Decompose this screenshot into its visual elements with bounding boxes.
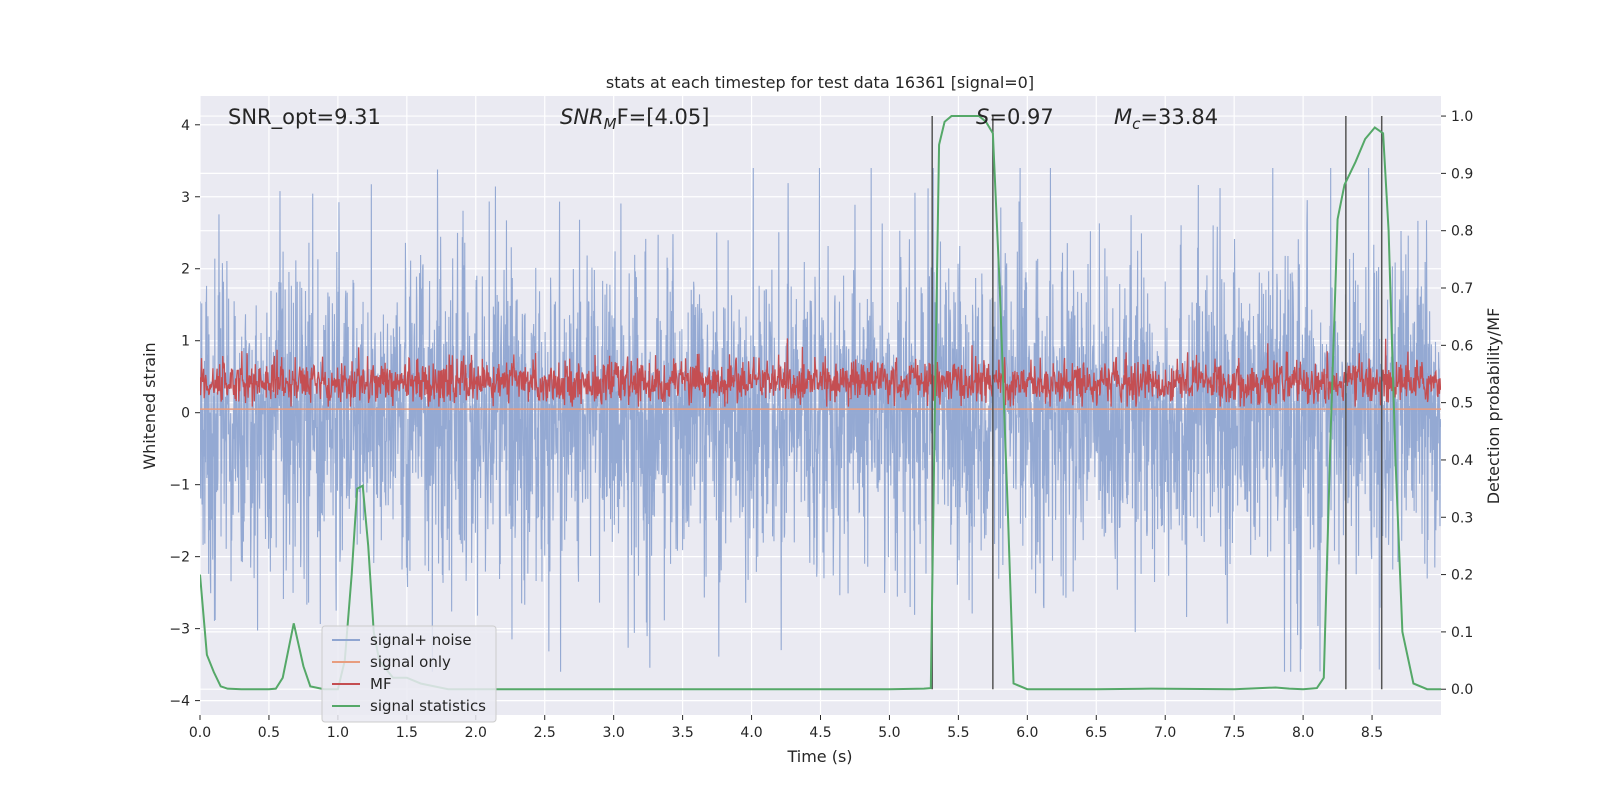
- x-tick-label: 3.5: [671, 725, 693, 741]
- y-right-tick-label: 0.2: [1451, 568, 1473, 584]
- x-tick-label: 6.5: [1085, 725, 1107, 741]
- annotation-snr-mf-rest: F=[4.05]: [617, 105, 710, 129]
- y-right-tick-label: 0.9: [1451, 166, 1473, 182]
- series-signal-noise: [200, 167, 1441, 672]
- annotation-mc-sub: c: [1132, 115, 1141, 133]
- annotation-s-rest: =0.97: [989, 105, 1053, 129]
- annotation-s: S=0.97: [976, 105, 1054, 129]
- annotation-snr-mf: SNRMF=[4.05]: [560, 105, 709, 133]
- annotation-snr-opt: SNR_opt=9.31: [228, 105, 381, 130]
- y-right-tick-label: 0.1: [1451, 625, 1473, 641]
- annotation-mc: Mc=33.84: [1114, 105, 1218, 133]
- x-tick-label: 2.0: [465, 725, 487, 741]
- y-tick-label: −2: [169, 550, 190, 566]
- legend-box: [321, 625, 497, 723]
- x-tick-label: 3.0: [603, 725, 625, 741]
- y-right-tick-label: 0.3: [1451, 510, 1473, 526]
- y-axis-label-left: Whitened strain: [140, 342, 159, 469]
- y-tick-label: 0: [181, 406, 190, 422]
- series-signal-statistics: [200, 115, 1441, 691]
- legend-label-signal-noise: signal+ noise: [370, 631, 472, 649]
- y-axis-ticks-right: 0.0 0.1 0.2 0.3 0.4 0.5 0.6 0.7 0.8 0.9 1.0: [1441, 109, 1473, 698]
- chart-title: stats at each timestep for test data 163…: [606, 73, 1034, 92]
- x-tick-label: 0.0: [189, 725, 211, 741]
- y-axis-ticks-left: −4 −3 −2 −1 0 1 2 3 4: [169, 118, 200, 710]
- series-layer: [200, 115, 1441, 691]
- x-axis-label: Time (s): [786, 747, 852, 766]
- y-tick-label: −3: [169, 622, 190, 638]
- x-tick-label: 0.5: [258, 725, 280, 741]
- y-right-tick-label: 0.0: [1451, 682, 1473, 698]
- annotation-mc-main: M: [1114, 105, 1132, 129]
- x-tick-label: 1.0: [327, 725, 349, 741]
- y-right-tick-label: 0.6: [1451, 338, 1473, 354]
- x-tick-label: 1.5: [396, 725, 418, 741]
- x-tick-label: 5.0: [878, 725, 900, 741]
- x-tick-label: 4.0: [740, 725, 762, 741]
- x-tick-label: 5.5: [947, 725, 969, 741]
- annotation-snr-mf-main: SNR: [560, 105, 604, 129]
- y-tick-label: 1: [181, 334, 190, 350]
- y-right-tick-label: 0.5: [1451, 396, 1473, 412]
- annotation-snr-mf-sub: M: [604, 115, 617, 133]
- legend: signal+ noise signal only MF signal stat…: [321, 625, 497, 723]
- y-tick-label: 2: [181, 262, 190, 278]
- x-tick-label: 2.5: [534, 725, 556, 741]
- legend-label-signal-statistics: signal statistics: [370, 697, 486, 715]
- y-tick-label: −1: [169, 478, 190, 494]
- x-axis-ticks: 0.0 0.5 1.0 1.5 2.0 2.5 3.0 3.5 4.0 4.5 5.0 5.5 6.0 6…: [189, 715, 1383, 741]
- annotation-mc-rest: =33.84: [1140, 105, 1218, 129]
- x-tick-label: 6.0: [1016, 725, 1038, 741]
- y-right-tick-label: 0.8: [1451, 224, 1473, 240]
- y-right-tick-label: 0.7: [1451, 281, 1473, 297]
- legend-label-signal-only: signal only: [370, 653, 451, 671]
- x-tick-label: 7.5: [1223, 725, 1245, 741]
- x-tick-label: 4.5: [809, 725, 831, 741]
- x-tick-label: 8.0: [1292, 725, 1314, 741]
- x-tick-label: 8.5: [1361, 725, 1383, 741]
- series-mf: [200, 338, 1441, 407]
- x-tick-label: 7.0: [1154, 725, 1176, 741]
- y-tick-label: 4: [181, 118, 190, 134]
- y-axis-label-right: Detection probability/MF: [1484, 308, 1503, 505]
- y-tick-label: 3: [181, 190, 190, 206]
- annotation-s-main: S: [976, 105, 989, 129]
- y-tick-label: −4: [169, 694, 190, 710]
- y-right-tick-label: 1.0: [1451, 109, 1473, 125]
- legend-label-mf: MF: [370, 675, 392, 693]
- y-right-tick-label: 0.4: [1451, 453, 1473, 469]
